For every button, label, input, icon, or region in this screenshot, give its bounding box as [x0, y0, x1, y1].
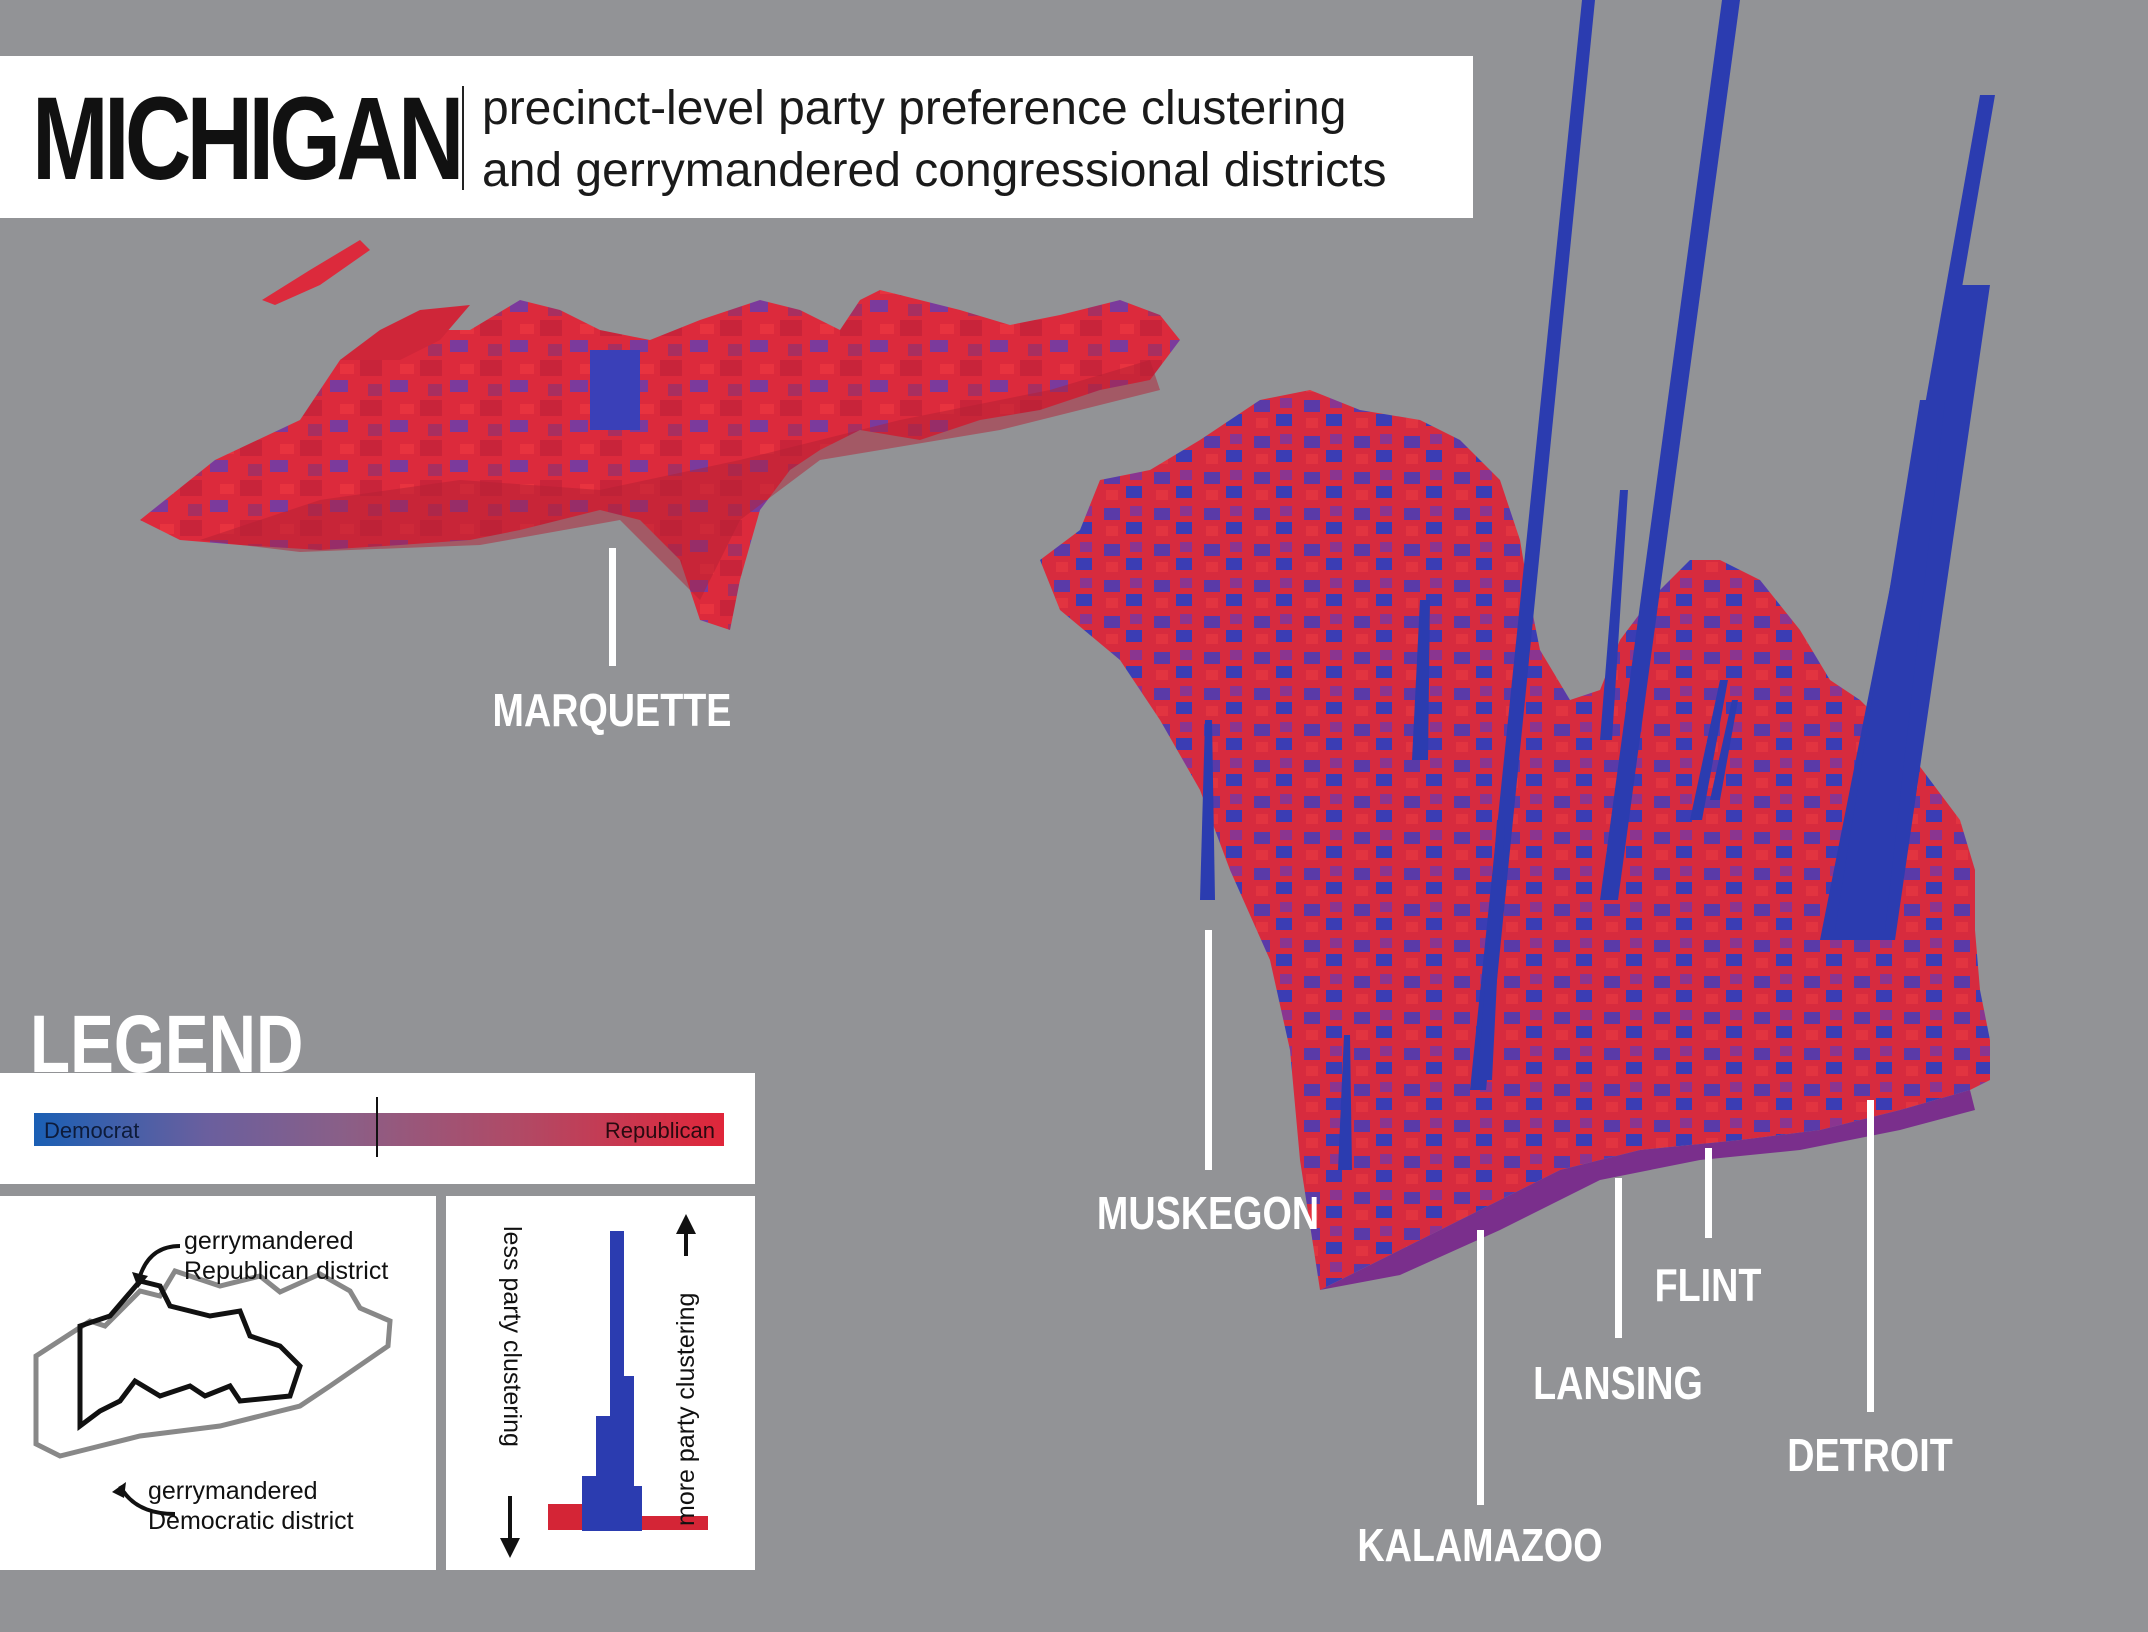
upper-peninsula — [140, 290, 1180, 630]
republican-label: Republican — [604, 1118, 715, 1143]
legend-color-scale: Democrat Republican — [0, 1073, 755, 1184]
party-gradient-bar — [34, 1113, 724, 1146]
spike-midland — [1412, 600, 1430, 760]
legend-districts: gerrymandered Republican district gerrym… — [0, 1196, 436, 1570]
rep-district-label: gerrymandered Republican district — [184, 1227, 389, 1285]
keweenaw — [340, 305, 470, 360]
city-label-detroit: DETROIT — [1787, 1429, 1953, 1481]
district-outline-diagram — [33, 1244, 393, 1516]
spike-flint — [1690, 680, 1728, 820]
spike-kalamazoo — [1478, 820, 1505, 1080]
spike-flint-2 — [1710, 700, 1738, 800]
democrat-label: Democrat — [44, 1118, 140, 1143]
flint-leader — [1705, 1148, 1712, 1238]
muskegon-leader — [1205, 930, 1212, 1170]
lansing-leader — [1615, 1178, 1622, 1338]
city-label-marquette: MARQUETTE — [492, 684, 732, 736]
city-label-lansing: LANSING — [1533, 1357, 1703, 1409]
subtitle-line-2: and gerrymandered congressional district… — [482, 144, 1387, 197]
more-clustering-label: more party clustering — [672, 1292, 700, 1526]
clustering-diagram — [500, 1214, 708, 1558]
gradient-midpoint — [376, 1097, 378, 1157]
spike-lansing — [1600, 0, 1740, 900]
spike-muskegon — [1200, 720, 1215, 900]
map-subtitle: precinct-level party preference clusteri… — [482, 78, 1386, 202]
clustering-spikes — [1200, 0, 1995, 1170]
map-title: MICHIGAN — [32, 73, 465, 205]
marquette-leader — [609, 548, 616, 666]
isle-royale — [262, 240, 370, 305]
title-box: MICHIGAN precinct-level party preference… — [0, 56, 1473, 218]
lower-peninsula — [1040, 390, 1990, 1290]
spike-detroit-3 — [1835, 400, 1945, 930]
city-label-muskegon: MUSKEGON — [1096, 1187, 1320, 1239]
detroit-leader — [1867, 1100, 1874, 1412]
less-clustering-label: less party clustering — [498, 1226, 526, 1447]
subtitle-line-1: precinct-level party preference clusteri… — [482, 82, 1347, 135]
city-label-kalamazoo: KALAMAZOO — [1357, 1519, 1603, 1571]
spike-grand-rapids — [1470, 0, 1595, 1090]
legend-clustering: less party clustering more party cluster… — [446, 1196, 755, 1570]
spike-holland — [1338, 1035, 1352, 1170]
spike-saginaw — [1600, 490, 1628, 740]
lower-peninsula-shade — [1320, 1090, 1975, 1290]
city-label-flint: FLINT — [1654, 1259, 1762, 1311]
dem-district-label: gerrymandered Democratic district — [148, 1477, 354, 1535]
marquette-blue-block — [590, 350, 640, 430]
kalamazoo-leader — [1477, 1230, 1484, 1505]
upper-peninsula-shade — [200, 360, 1160, 600]
title-divider — [462, 86, 464, 190]
